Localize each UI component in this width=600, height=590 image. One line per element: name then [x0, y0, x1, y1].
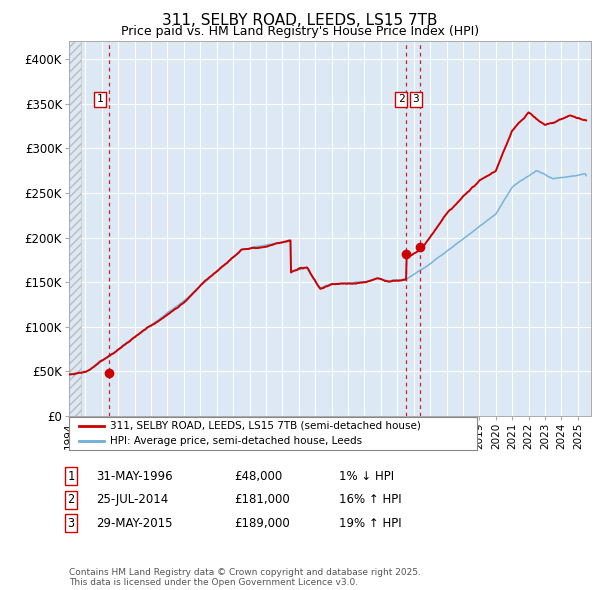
Text: Price paid vs. HM Land Registry's House Price Index (HPI): Price paid vs. HM Land Registry's House …	[121, 25, 479, 38]
Text: £189,000: £189,000	[234, 517, 290, 530]
Text: 29-MAY-2015: 29-MAY-2015	[96, 517, 173, 530]
Text: 1: 1	[97, 94, 103, 104]
Text: 1: 1	[67, 470, 74, 483]
Text: 19% ↑ HPI: 19% ↑ HPI	[339, 517, 401, 530]
Text: Contains HM Land Registry data © Crown copyright and database right 2025.
This d: Contains HM Land Registry data © Crown c…	[69, 568, 421, 587]
Text: 1% ↓ HPI: 1% ↓ HPI	[339, 470, 394, 483]
Text: 16% ↑ HPI: 16% ↑ HPI	[339, 493, 401, 506]
Text: 311, SELBY ROAD, LEEDS, LS15 7TB: 311, SELBY ROAD, LEEDS, LS15 7TB	[162, 13, 438, 28]
Text: 3: 3	[67, 517, 74, 530]
Text: 2: 2	[67, 493, 74, 506]
Text: 2: 2	[398, 94, 404, 104]
Text: 3: 3	[412, 94, 419, 104]
Text: HPI: Average price, semi-detached house, Leeds: HPI: Average price, semi-detached house,…	[110, 437, 362, 446]
Text: £48,000: £48,000	[234, 470, 282, 483]
Text: 25-JUL-2014: 25-JUL-2014	[96, 493, 168, 506]
Text: 311, SELBY ROAD, LEEDS, LS15 7TB (semi-detached house): 311, SELBY ROAD, LEEDS, LS15 7TB (semi-d…	[110, 421, 421, 431]
Text: 31-MAY-1996: 31-MAY-1996	[96, 470, 173, 483]
Text: £181,000: £181,000	[234, 493, 290, 506]
